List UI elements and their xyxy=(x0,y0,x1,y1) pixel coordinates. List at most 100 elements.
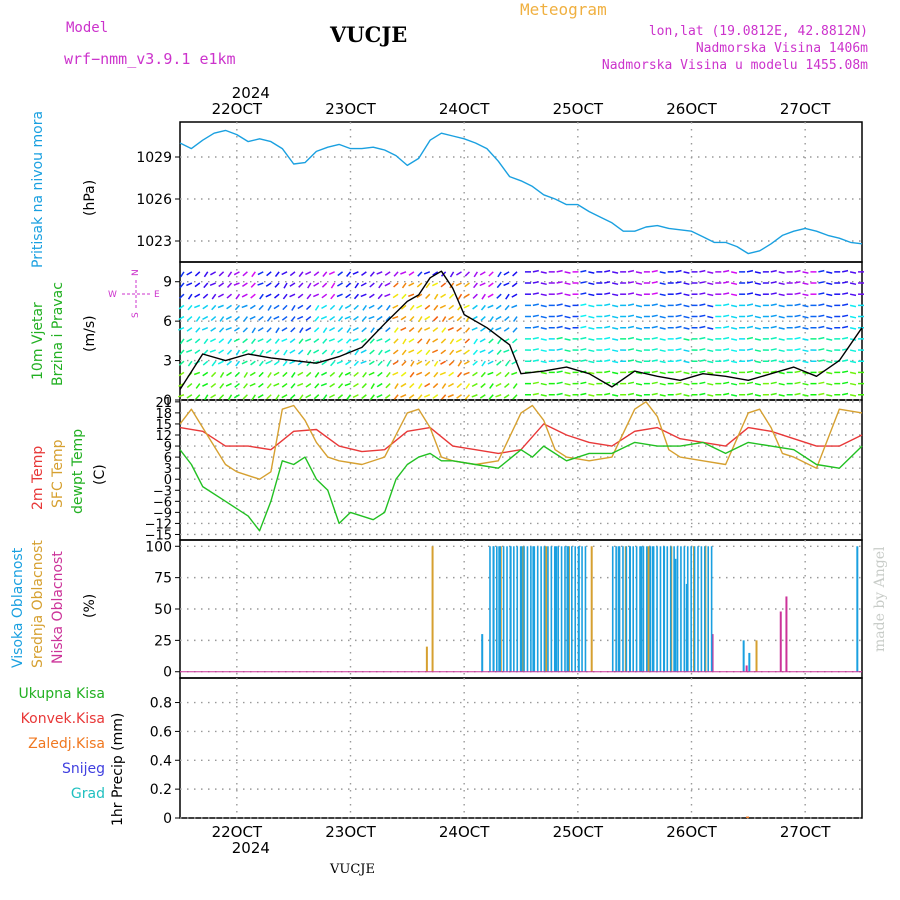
wind-barb xyxy=(564,371,571,375)
wind-barb xyxy=(635,326,643,330)
wind-barb xyxy=(242,327,248,333)
model-label: Model xyxy=(66,20,109,36)
y-tick-pressure: 1023 xyxy=(136,234,172,250)
wind-barb xyxy=(202,371,209,377)
wind-barb xyxy=(457,371,463,378)
wind-barb xyxy=(408,349,415,354)
wind-barb xyxy=(675,381,682,385)
wind-barb xyxy=(361,271,367,277)
wind-barb xyxy=(849,371,857,375)
wind-barb xyxy=(826,315,833,319)
cloud-band-bar xyxy=(560,546,563,672)
cloud-band-bar xyxy=(663,546,665,672)
time-label-bottom-26oct: 26OCT xyxy=(666,823,717,841)
wind-barb xyxy=(802,338,809,341)
wind-barb xyxy=(338,371,344,378)
wind-barb xyxy=(345,293,351,299)
wind-barb xyxy=(321,304,328,310)
wind-barb xyxy=(329,315,336,321)
wind-barb xyxy=(588,360,595,364)
wind-barb xyxy=(495,304,502,310)
wind-barb xyxy=(314,304,320,311)
wind-barb xyxy=(842,370,849,374)
wind-barb xyxy=(305,327,312,332)
wind-barb xyxy=(707,293,714,297)
wind-barb xyxy=(456,271,462,276)
wind-barb xyxy=(370,327,375,334)
wind-barb xyxy=(659,382,666,386)
cloud-bar-1 xyxy=(545,546,548,672)
wind-barb xyxy=(580,325,587,329)
wind-barb xyxy=(242,271,248,277)
wind-barb xyxy=(353,371,359,377)
wind-barb xyxy=(283,349,288,356)
wind-barb xyxy=(627,325,635,329)
wind-barb xyxy=(564,338,571,341)
wind-barb xyxy=(472,360,478,366)
wind-barb xyxy=(746,336,754,340)
wind-barb xyxy=(675,314,682,318)
wind-barb xyxy=(195,394,201,400)
wind-barb xyxy=(754,315,761,319)
wind-barb xyxy=(346,327,352,334)
wind-barb xyxy=(723,392,730,396)
wind-barb xyxy=(266,316,272,322)
cloud-bar-1 xyxy=(590,546,593,672)
y-tick-clouds: 25 xyxy=(154,633,172,649)
wind-barb xyxy=(842,381,849,385)
wind-barb xyxy=(210,394,217,399)
wind-barb xyxy=(217,360,224,365)
wind-barb xyxy=(604,359,611,362)
wind-barb xyxy=(659,360,666,364)
wind-barb xyxy=(273,304,280,310)
cloud-band-bar xyxy=(673,546,675,672)
wind-barb xyxy=(282,360,288,367)
cloud-band-bar xyxy=(615,546,617,672)
wind-barb xyxy=(392,360,399,366)
wind-barb xyxy=(369,349,375,355)
wind-barb xyxy=(497,338,502,345)
wind-barb xyxy=(385,383,391,389)
wind-barb xyxy=(204,394,209,401)
wind-barb xyxy=(730,271,738,274)
wind-barb xyxy=(480,383,486,389)
wind-barb xyxy=(369,282,375,288)
wind-barb xyxy=(345,338,352,344)
wind-barb xyxy=(227,271,233,278)
wind-barb xyxy=(424,327,431,331)
wind-barb xyxy=(209,282,216,286)
wind-barb xyxy=(730,338,738,341)
wind-barb xyxy=(226,349,233,355)
cloud-bar-0 xyxy=(674,558,677,672)
wind-barb xyxy=(408,271,415,276)
wind-barb xyxy=(457,360,463,367)
wind-barb xyxy=(376,394,383,398)
wind-barb xyxy=(849,349,857,353)
wind-barb xyxy=(842,359,849,362)
wind-barb xyxy=(556,281,563,284)
wind-barb xyxy=(424,382,431,388)
cloud-band-bar xyxy=(489,546,491,672)
wind-barb xyxy=(659,326,666,330)
wind-barb xyxy=(209,338,217,343)
wind-barb xyxy=(401,282,407,289)
wind-barb xyxy=(495,371,502,377)
wind-barb xyxy=(818,359,825,362)
cloud-band-bar xyxy=(530,546,532,672)
wind-barb xyxy=(564,394,571,397)
wind-barb xyxy=(849,360,857,364)
cloud-band-bar xyxy=(649,546,652,672)
wind-barb xyxy=(393,327,399,333)
wind-barb xyxy=(540,271,547,274)
wind-barb xyxy=(203,349,209,355)
wind-barb xyxy=(471,382,478,388)
wind-barb xyxy=(472,293,478,299)
wind-barb xyxy=(479,394,486,399)
wind-barb xyxy=(723,348,730,351)
cloud-band-bar xyxy=(632,546,634,672)
wind-barb xyxy=(178,315,185,321)
y-tick-temperature: 21 xyxy=(155,396,172,411)
wind-compass-icon: N S W E xyxy=(108,269,160,318)
wind-barb xyxy=(556,292,563,295)
wind-barb xyxy=(178,327,185,331)
